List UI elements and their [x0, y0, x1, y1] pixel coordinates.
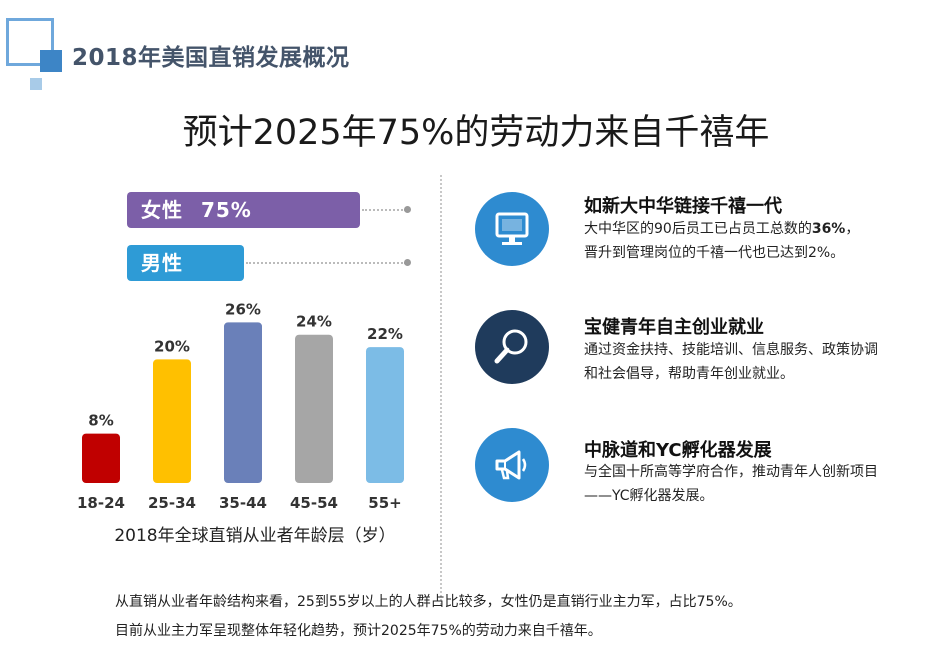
item-2-desc: 通过资金扶持、技能培训、信息服务、政策协调 和社会倡导，帮助青年创业就业。	[584, 342, 878, 382]
logo-outline-square	[6, 18, 54, 66]
age-bar-35-44	[224, 322, 262, 483]
age-category-label: 55+	[368, 494, 401, 512]
item-2-title: 宝健青年自主创业就业	[584, 317, 764, 338]
item-3-title: 中脉道和YC孵化器发展	[584, 440, 772, 461]
age-bar-chart: 8% 18-24 20% 25-34 26% 35-44 24% 45-54 22% 55+	[77, 300, 404, 512]
chart-caption: 2018年全球直销从业者年龄层（岁）	[114, 526, 396, 546]
male-bar: 男性 25%	[127, 245, 244, 311]
female-label: 女性	[141, 198, 183, 222]
male-value: 25%	[151, 287, 202, 311]
item-3-icon-circle	[475, 428, 549, 502]
monitor-icon	[495, 212, 529, 245]
vertical-divider	[440, 175, 442, 605]
age-bar-value-label: 22%	[367, 325, 403, 343]
female-leader-dot	[404, 206, 411, 213]
male-label: 男性	[141, 251, 183, 275]
age-category-label: 25-34	[148, 494, 196, 512]
main-title: 预计2025年75%的劳动力来自千禧年	[182, 113, 770, 153]
magnifier-icon	[494, 329, 528, 364]
female-value: 75%	[200, 198, 252, 222]
megaphone-icon	[495, 450, 527, 480]
age-category-label: 18-24	[77, 494, 125, 512]
item-3-desc: 与全国十所高等学府合作，推动青年人创新项目 ——YC孵化器发展。	[584, 464, 878, 504]
age-bar-value-label: 20%	[154, 337, 190, 355]
item-1-title: 如新大中华链接千禧一代	[584, 196, 782, 217]
item-2-icon-circle	[475, 310, 549, 384]
item-1-desc: 大中华区的90后员工已占员工总数的36%， 晋升到管理岗位的千禧一代也已达到2%…	[584, 221, 860, 261]
female-leader-line	[362, 209, 406, 211]
male-leader-line	[246, 262, 406, 264]
age-bar-55+	[366, 347, 404, 483]
logo-light-square	[30, 78, 42, 90]
logo-solid-square	[40, 50, 62, 72]
bottom-text-line-2: 目前从业主力军呈现整体年轻化趋势，预计2025年75%的劳动力来自千禧年。	[115, 623, 602, 639]
age-bar-18-24	[82, 433, 120, 483]
age-bar-25-34	[153, 359, 191, 483]
male-leader-dot	[404, 259, 411, 266]
female-bar: 女性 75%	[127, 192, 360, 228]
age-bar-45-54	[295, 334, 333, 483]
age-bar-value-label: 24%	[296, 313, 332, 331]
header-title: 2018年美国直销发展概况	[72, 45, 350, 71]
age-bar-value-label: 26%	[225, 300, 261, 318]
age-bar-value-label: 8%	[88, 412, 113, 430]
bottom-text-line-1: 从直销从业者年龄结构来看，25到55岁以上的人群占比较多，女性仍是直销行业主力军…	[115, 594, 742, 610]
item-1-icon-circle	[475, 192, 549, 266]
age-category-label: 45-54	[290, 494, 338, 512]
age-category-label: 35-44	[219, 494, 267, 512]
